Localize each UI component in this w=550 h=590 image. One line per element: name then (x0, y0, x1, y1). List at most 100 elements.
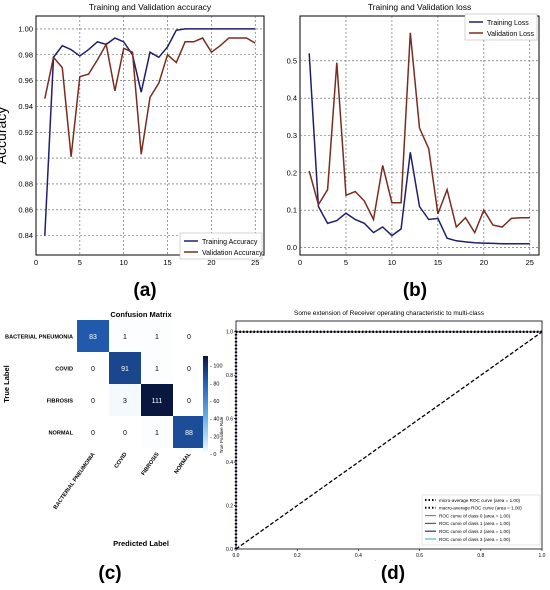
chart-title: Training and Validation accuracy (89, 2, 212, 12)
legend-label: Validation Accuracy (202, 250, 263, 257)
x-tick-label: 10 (120, 258, 128, 267)
y-tick-label: 0.0 (226, 547, 233, 553)
row-label: COVID (55, 367, 73, 373)
colorbar-tick-label: - 80 (210, 381, 219, 387)
matrix-cell (141, 320, 173, 352)
x-tick-label: 25 (526, 258, 534, 267)
cell-value: 88 (185, 430, 193, 437)
chart-title: Some extension of Receiver operating cha… (294, 310, 485, 317)
legend-label: micro-average ROC curve (area = 1.00) (439, 498, 521, 503)
matrix-cell (141, 416, 173, 448)
y-tick-label: 0.2 (226, 503, 233, 509)
y-tick-label: 0.4 (287, 94, 297, 103)
cell-value: 0 (187, 366, 191, 373)
x-tick-label: 0.2 (294, 553, 301, 559)
y-tick-label: 0.88 (18, 179, 33, 188)
legend-label: ROC curve of class 2 (area = 1.00) (439, 529, 511, 534)
loss-chart: 0 5 10 15 20 25 0.0 0.1 0.2 0.3 0.4 0.5 Training and… (287, 2, 540, 267)
legend-label: macro-average ROC curve (area = 1.00) (439, 506, 522, 511)
matrix-cell (109, 416, 141, 448)
x-tick-label: 0.4 (355, 553, 362, 559)
x-tick-label: 20 (480, 258, 488, 267)
x-tick-label: 10 (388, 258, 396, 267)
matrix-cell (173, 320, 205, 352)
x-tick-label: 25 (251, 258, 259, 267)
legend-label: ROC curve of class 0 (area = 1.00) (439, 513, 511, 518)
matrix-cell (109, 352, 141, 384)
cell-value: 0 (91, 366, 95, 373)
row-label: FIBROSIS (47, 399, 74, 405)
x-axis-label: False Positive Rate (370, 560, 409, 561)
y-tick-label: 0.90 (18, 154, 33, 163)
y-tick-label: 0.0 (287, 243, 297, 252)
chart-title: Training and Validation loss (368, 2, 471, 12)
legend-label: ROC curve of class 3 (area = 1.00) (439, 537, 511, 542)
x-tick-label: 5 (78, 258, 82, 267)
matrix-cell (109, 384, 141, 416)
y-tick-label: 0.98 (18, 50, 33, 59)
y-tick-label: 0.86 (18, 205, 33, 214)
x-tick-label: 0 (298, 258, 302, 267)
series-line-validation (308, 32, 530, 235)
y-axis-label: Accuracy (0, 107, 9, 165)
chart-title: Confusion Matrix (110, 310, 172, 319)
cell-value: 0 (187, 334, 191, 341)
colorbar-tick-label: - 20 (210, 434, 219, 440)
cell-value: 1 (123, 334, 127, 341)
cell-value: 91 (121, 366, 129, 373)
cell-value: 83 (89, 334, 97, 341)
y-tick-label: 0.5 (287, 56, 297, 65)
panel-caption-b: (b) (402, 280, 428, 301)
column-label: FIBROSIS (141, 451, 161, 476)
matrix-cell (141, 384, 173, 416)
row-label: BACTERIAL PNEUMONIA (5, 335, 73, 341)
row-label: NORMAL (48, 431, 73, 437)
cell-value: 1 (155, 366, 159, 373)
roc-curve-0 (234, 330, 542, 549)
plot-frame (299, 15, 540, 256)
y-tick-label: 0.2 (287, 168, 297, 177)
legend-box (421, 494, 541, 546)
y-tick-label: 0.92 (18, 128, 33, 137)
matrix-cell (173, 416, 205, 448)
y-axis-label: True Label (2, 365, 11, 403)
x-tick-label: 0.0 (233, 553, 240, 559)
colorbar-tick-label: - 40 (210, 417, 219, 423)
matrix-cell (173, 352, 205, 384)
matrix-cell (173, 384, 205, 416)
chance-diagonal (235, 331, 543, 550)
legend-label: Training Accuracy (202, 239, 258, 246)
y-tick-label: 0.1 (287, 206, 297, 215)
cell-value: 3 (123, 398, 127, 405)
legend-label: ROC curve of class 1 (area = 1.00) (439, 521, 511, 526)
series-line-training (44, 28, 256, 236)
panel-caption-c: (c) (98, 563, 122, 584)
y-tick-label: 1.00 (18, 24, 33, 33)
confusion-matrix: Confusion Matrix 83 1 1 0 BACTERIAL PNEUMONIA… (2, 310, 223, 548)
cell-value: 0 (91, 430, 95, 437)
column-label: NORMAL (174, 451, 193, 475)
x-tick-label: 20 (207, 258, 215, 267)
legend-box (464, 13, 538, 41)
series-line-training (308, 53, 530, 245)
legend-label: Training Loss (487, 20, 529, 27)
cell-value: 0 (123, 430, 127, 437)
column-label: BACTERIAL PNEUMONIA (53, 452, 97, 511)
x-tick-label: 5 (344, 258, 348, 267)
x-tick-label: 0.6 (416, 553, 423, 559)
y-tick-label: 0.4 (226, 460, 233, 466)
column-label: COVID (114, 452, 129, 470)
cell-value: 0 (91, 398, 95, 405)
y-tick-label: 0.3 (287, 131, 297, 140)
matrix-cell (77, 384, 109, 416)
matrix-cell (141, 352, 173, 384)
series-line-validation (44, 37, 256, 157)
colorbar-tick-label: - 100 (210, 364, 223, 370)
panel-caption-a: (a) (133, 280, 157, 301)
cell-value: 1 (155, 430, 159, 437)
matrix-cell (77, 416, 109, 448)
matrix-cell (77, 320, 109, 352)
cell-value: 1 (155, 334, 159, 341)
y-tick-label: 0.8 (226, 373, 233, 379)
y-tick-label: 0.84 (18, 231, 33, 240)
